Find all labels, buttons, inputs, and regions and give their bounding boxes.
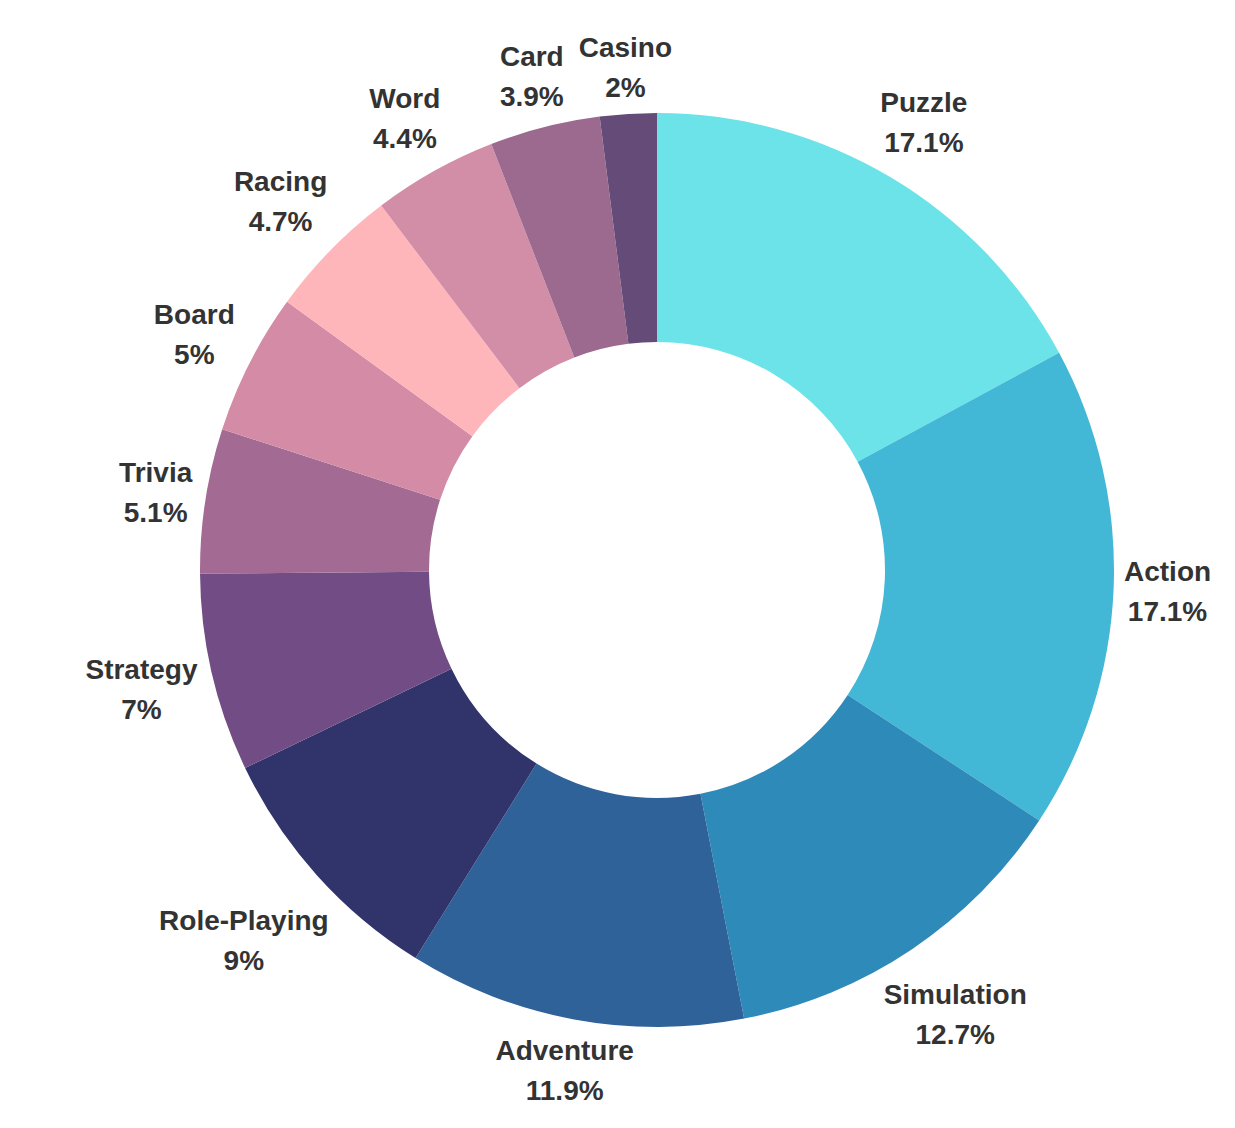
slice	[200, 572, 451, 768]
category-label: Racing	[234, 166, 327, 197]
value-label: 11.9%	[526, 1075, 604, 1106]
value-label: 2%	[605, 72, 646, 103]
slice-label: Board 5%	[154, 299, 235, 370]
slice-label: Puzzle 17.1%	[880, 87, 967, 158]
category-label: Adventure	[495, 1035, 633, 1066]
category-label: Strategy	[85, 654, 197, 685]
category-label: Role-Playing	[159, 905, 329, 936]
slice-label: Racing 4.7%	[234, 166, 327, 237]
value-label: 4.4%	[373, 123, 437, 154]
value-label: 17.1%	[1128, 596, 1207, 627]
value-label: 17.1%	[884, 127, 963, 158]
chart: Puzzle 17.1% Action 17.1% Simulation 12.7% Adv…	[0, 0, 1235, 1128]
category-label: Board	[154, 299, 235, 330]
value-label: 4.7%	[249, 206, 313, 237]
slice-label: Simulation 12.7%	[884, 979, 1027, 1050]
slice-label: Trivia 5.1%	[119, 457, 193, 528]
slices	[200, 113, 1114, 1027]
category-label: Trivia	[119, 457, 193, 488]
slice-label: Casino 2%	[579, 32, 672, 103]
slice-label: Adventure 11.9%	[495, 1035, 633, 1106]
category-label: Simulation	[884, 979, 1027, 1010]
page: {"chart_data": {"type": "donut", "catego…	[0, 0, 1235, 1128]
category-label: Card	[500, 41, 564, 72]
value-label: 7%	[121, 694, 162, 725]
value-label: 5.1%	[124, 497, 188, 528]
labels: Puzzle 17.1% Action 17.1% Simulation 12.7% Adv…	[85, 32, 1211, 1106]
value-label: 9%	[224, 945, 265, 976]
value-label: 5%	[174, 339, 215, 370]
slice-label: Card 3.9%	[500, 41, 564, 112]
slice-label: Action 17.1%	[1124, 556, 1211, 627]
category-label: Word	[369, 83, 440, 114]
value-label: 3.9%	[500, 81, 564, 112]
slice-label: Strategy 7%	[85, 654, 197, 725]
slice-label: Word 4.4%	[369, 83, 440, 154]
slice	[600, 113, 657, 344]
category-label: Puzzle	[880, 87, 967, 118]
slice	[700, 695, 1039, 1019]
category-label: Action	[1124, 556, 1211, 587]
category-label: Casino	[579, 32, 672, 63]
slice-label: Role-Playing 9%	[159, 905, 329, 976]
value-label: 12.7%	[915, 1019, 994, 1050]
